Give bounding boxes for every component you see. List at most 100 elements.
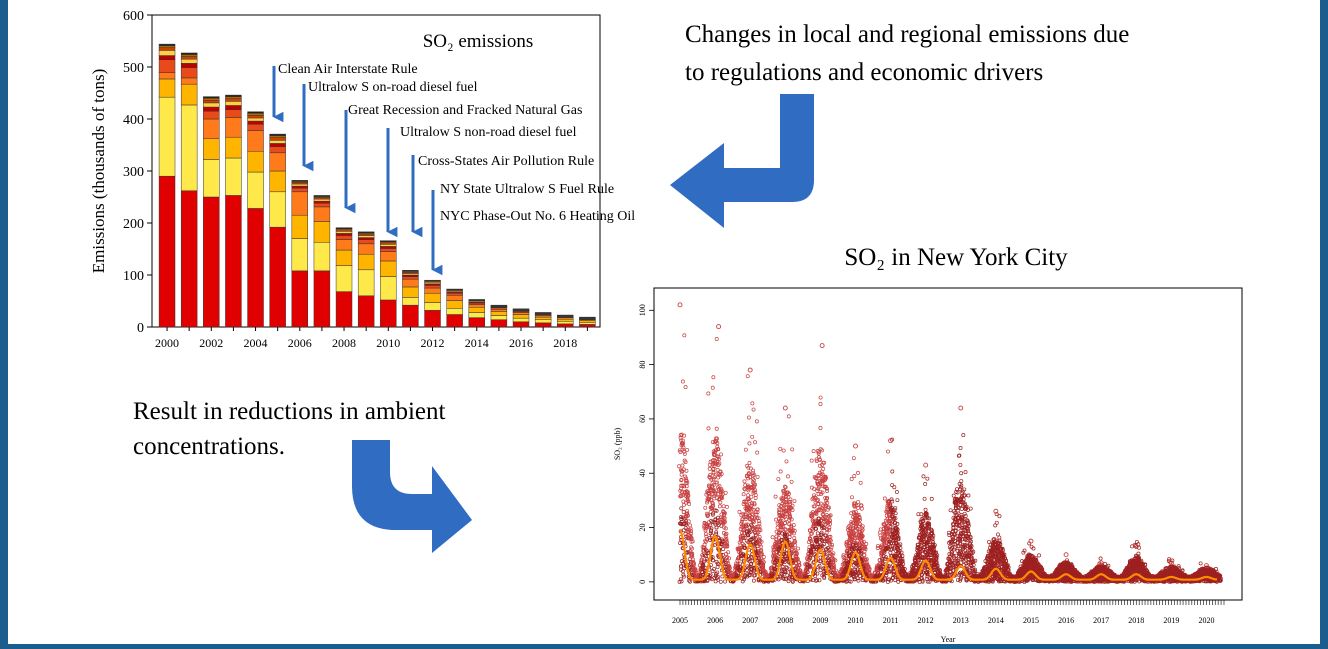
nyc-point: [753, 441, 756, 444]
bar-segment: [159, 176, 175, 327]
bar-segment: [380, 252, 396, 261]
bar-segment: [469, 305, 485, 308]
nyc-point: [742, 493, 745, 496]
bar-segment: [159, 46, 175, 48]
bar-segment: [248, 172, 264, 208]
bar-segment: [292, 215, 308, 238]
bar-segment: [181, 63, 197, 67]
nyc-point: [923, 497, 926, 500]
bar-segment: [579, 322, 595, 324]
x-tick-label: 2009: [812, 616, 828, 625]
nyc-point: [779, 447, 782, 450]
x-tick-label: 2004: [244, 336, 268, 350]
bar-segment: [314, 203, 330, 207]
nyc-point: [901, 554, 904, 557]
nyc-point: [746, 494, 749, 497]
x-tick-label: 2010: [847, 616, 863, 625]
bar-segment: [469, 318, 485, 327]
nyc-point: [996, 533, 999, 536]
nyc-point: [819, 490, 822, 493]
bar-segment: [358, 238, 374, 240]
bar-segment: [270, 153, 286, 171]
bar-segment: [380, 246, 396, 248]
bar-segment: [535, 317, 551, 320]
nyc-point: [889, 551, 892, 554]
bar-segment: [248, 151, 264, 172]
bar-segment: [513, 315, 529, 319]
bar-segment: [181, 53, 197, 55]
nyc-point: [718, 457, 721, 460]
x-tick-label: 2008: [332, 336, 356, 350]
nyc-point: [926, 477, 929, 480]
bar-segment: [314, 271, 330, 327]
bar-segment: [358, 244, 374, 254]
nyc-point: [959, 446, 962, 449]
bottom-left-caption: Result in reductions in ambient concentr…: [133, 398, 446, 460]
bar-segment: [270, 192, 286, 227]
bar-segment: [513, 312, 529, 314]
bar-segment: [225, 137, 241, 158]
bar-segment: [248, 113, 264, 115]
bar-segment: [380, 248, 396, 251]
bar-segment: [358, 254, 374, 270]
nyc-point: [782, 449, 785, 452]
x-tick-label: 2008: [777, 616, 793, 625]
nyc-point: [924, 482, 927, 485]
nyc-point: [998, 515, 1001, 518]
bar-segment: [513, 322, 529, 327]
nyc-point: [850, 496, 853, 499]
nyc-point: [960, 479, 963, 482]
x-tick-label: 2020: [1198, 616, 1214, 625]
bar-segment: [181, 57, 197, 60]
nyc-point: [890, 498, 893, 501]
nyc-point: [688, 524, 691, 527]
y-tick-label: 0: [137, 321, 144, 336]
bar-segment: [248, 118, 264, 121]
x-tick-label: 2017: [1093, 616, 1109, 625]
bar-segment: [159, 44, 175, 46]
bar-segment: [336, 240, 352, 250]
y-tick-label: 200: [123, 217, 144, 232]
bar-segment: [248, 208, 264, 327]
y-tick-label: 500: [123, 61, 144, 76]
nyc-point: [960, 472, 963, 475]
top-right-caption: Changes in local and regional emissions …: [685, 21, 1129, 86]
y-tick-label: 600: [123, 9, 144, 24]
nyc-point: [684, 386, 687, 389]
bar-segment: [336, 235, 352, 239]
bar-segment: [270, 140, 286, 143]
bar-segment: [380, 261, 396, 277]
nyc-point: [891, 470, 894, 473]
nyc-point: [949, 509, 952, 512]
nyc-point: [738, 510, 741, 513]
nyc-point: [746, 375, 749, 378]
nyc-point: [883, 497, 886, 500]
nyc-point: [788, 536, 791, 539]
bar-segment: [557, 321, 573, 324]
nyc-point: [704, 533, 707, 536]
x-tick-label: 2014: [988, 616, 1004, 625]
annotation-label: Great Recession and Fracked Natural Gas: [348, 103, 582, 118]
nyc-point: [819, 426, 822, 429]
bar-segment: [402, 279, 418, 287]
nyc-point: [819, 402, 822, 405]
bar-segment: [402, 305, 418, 327]
bar-segment: [203, 160, 219, 197]
bar-segment: [579, 317, 595, 318]
y-tick-label: 400: [123, 113, 144, 128]
nyc-point: [707, 392, 710, 395]
nyc-point: [896, 499, 899, 502]
bar-segment: [248, 130, 264, 151]
bar-segment: [491, 305, 507, 306]
bar-segment: [270, 134, 286, 136]
bar-segment: [535, 312, 551, 313]
bar-segment: [336, 231, 352, 233]
nyc-point: [852, 457, 855, 460]
y-tick-label: 40: [638, 469, 647, 477]
bar-segment: [203, 139, 219, 160]
bar-segment: [380, 241, 396, 242]
bar-segment: [380, 300, 396, 327]
